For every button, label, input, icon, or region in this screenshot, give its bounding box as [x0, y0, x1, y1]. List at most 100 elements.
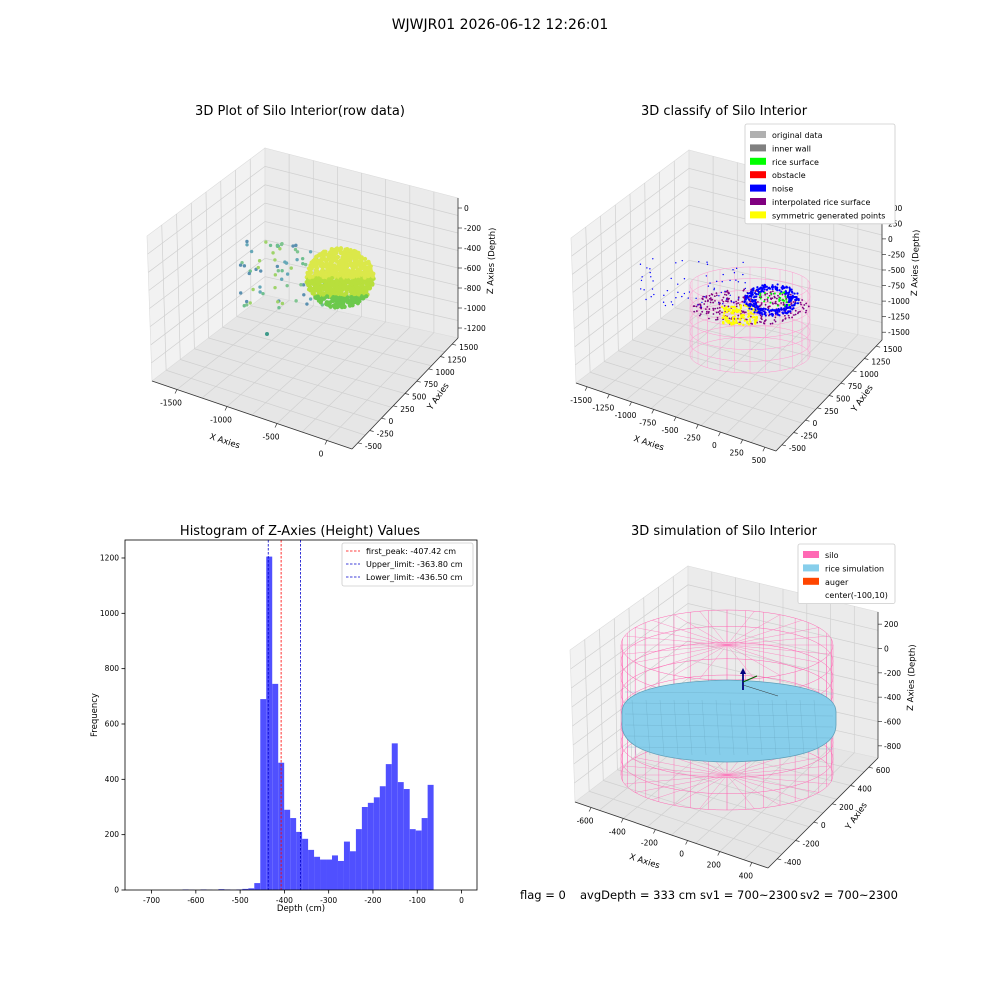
- noise-point: [770, 285, 774, 289]
- silo-spoke: [726, 614, 781, 646]
- interpolated-point: [789, 293, 792, 296]
- data-point: [325, 294, 330, 299]
- legend-swatch: [750, 171, 766, 179]
- x-tick: [718, 431, 721, 437]
- symmetric-point: [752, 308, 755, 312]
- interpolated-point: [701, 298, 704, 301]
- noise-point: [687, 297, 689, 299]
- silo-spoke: [624, 644, 728, 655]
- noise-point: [675, 297, 677, 299]
- noise-point: [650, 276, 652, 278]
- noise-point: [640, 288, 642, 290]
- noise-point: [748, 292, 752, 295]
- interpolated-point: [804, 311, 807, 314]
- legend-swatch: [803, 564, 819, 572]
- interpolated-point: [750, 315, 752, 318]
- interpolated-point: [711, 293, 714, 296]
- z-tick-label: 0: [888, 235, 893, 244]
- data-point: [369, 272, 374, 277]
- noise-point: [796, 302, 800, 305]
- x-tick: [629, 401, 632, 407]
- x-tick: [749, 862, 753, 867]
- gridline: [236, 316, 432, 367]
- noise-point: [742, 273, 744, 276]
- data-point: [355, 255, 360, 261]
- y-tick: [850, 785, 855, 787]
- data-point: [308, 250, 313, 254]
- interpolated-point: [737, 302, 740, 305]
- symmetric-point: [739, 306, 743, 310]
- noise-point: [652, 280, 654, 282]
- data-point: [366, 267, 371, 272]
- legend-label: silo: [825, 551, 839, 560]
- noise-point: [744, 298, 747, 301]
- noise-point: [683, 292, 686, 295]
- y-tick: [817, 407, 822, 410]
- data-point: [341, 254, 346, 260]
- data-point: [349, 279, 354, 284]
- noise-point: [789, 299, 792, 302]
- histogram-bar: [314, 856, 321, 890]
- rice-surface-point: [773, 292, 776, 295]
- histogram-bar: [331, 855, 338, 890]
- interpolated-point: [793, 314, 795, 316]
- data-point: [258, 290, 262, 294]
- noise-point: [745, 296, 748, 299]
- data-point: [361, 290, 367, 295]
- data-point: [339, 250, 344, 255]
- x-tick: [584, 386, 588, 391]
- rice-mesh-line: [813, 699, 819, 756]
- rice-surface-point: [763, 292, 766, 295]
- data-point: [321, 292, 326, 297]
- interpolated-point: [725, 294, 728, 296]
- z-tick-label: -250: [888, 250, 905, 259]
- x-tick: [607, 394, 610, 399]
- legend-label: inner wall: [772, 144, 811, 153]
- x-axis-label: X Axies: [628, 852, 661, 871]
- data-point: [355, 268, 360, 274]
- data-point: [238, 263, 243, 267]
- data-point: [345, 246, 350, 252]
- symmetric-point: [725, 310, 729, 314]
- interpolated-point: [760, 315, 763, 318]
- data-point: [336, 288, 341, 294]
- noise-point: [639, 263, 642, 265]
- panel-title-raw: 3D Plot of Silo Interior(row data): [195, 104, 405, 119]
- noise-point: [753, 305, 756, 308]
- x-tick-label: -500: [232, 896, 249, 905]
- x-tick-label: 0: [679, 850, 684, 859]
- noise-point: [666, 289, 669, 292]
- rice-mesh-line: [771, 699, 777, 756]
- noise-point: [713, 287, 716, 290]
- y-tick-label: 500: [836, 395, 851, 404]
- silo-spoke: [726, 644, 830, 655]
- symmetric-point: [722, 314, 725, 317]
- noise-point: [753, 311, 756, 314]
- interpolated-point: [705, 312, 708, 315]
- noise-point: [765, 288, 769, 291]
- noise-point: [706, 261, 708, 263]
- gridline: [326, 191, 435, 441]
- silo-spoke: [726, 774, 755, 809]
- x-tick: [620, 818, 624, 823]
- data-point: [341, 285, 346, 290]
- data-point: [348, 300, 353, 306]
- interpolated-point: [760, 303, 763, 306]
- data-point: [366, 259, 371, 264]
- interpolated-point: [774, 300, 777, 303]
- noise-point: [722, 302, 724, 305]
- y-tick-label: 400: [105, 775, 120, 784]
- interpolated-point: [759, 314, 762, 317]
- data-point: [350, 261, 355, 267]
- noise-point: [788, 286, 791, 289]
- interpolated-point: [797, 311, 800, 314]
- interpolated-point: [716, 307, 719, 310]
- interpolated-point: [714, 307, 717, 310]
- data-point: [320, 250, 325, 256]
- data-point: [249, 249, 254, 254]
- data-point: [338, 246, 344, 251]
- symmetric-point: [742, 323, 745, 327]
- histogram-bar: [296, 831, 303, 890]
- x-tick-label: 0: [459, 896, 464, 905]
- data-point: [326, 272, 331, 277]
